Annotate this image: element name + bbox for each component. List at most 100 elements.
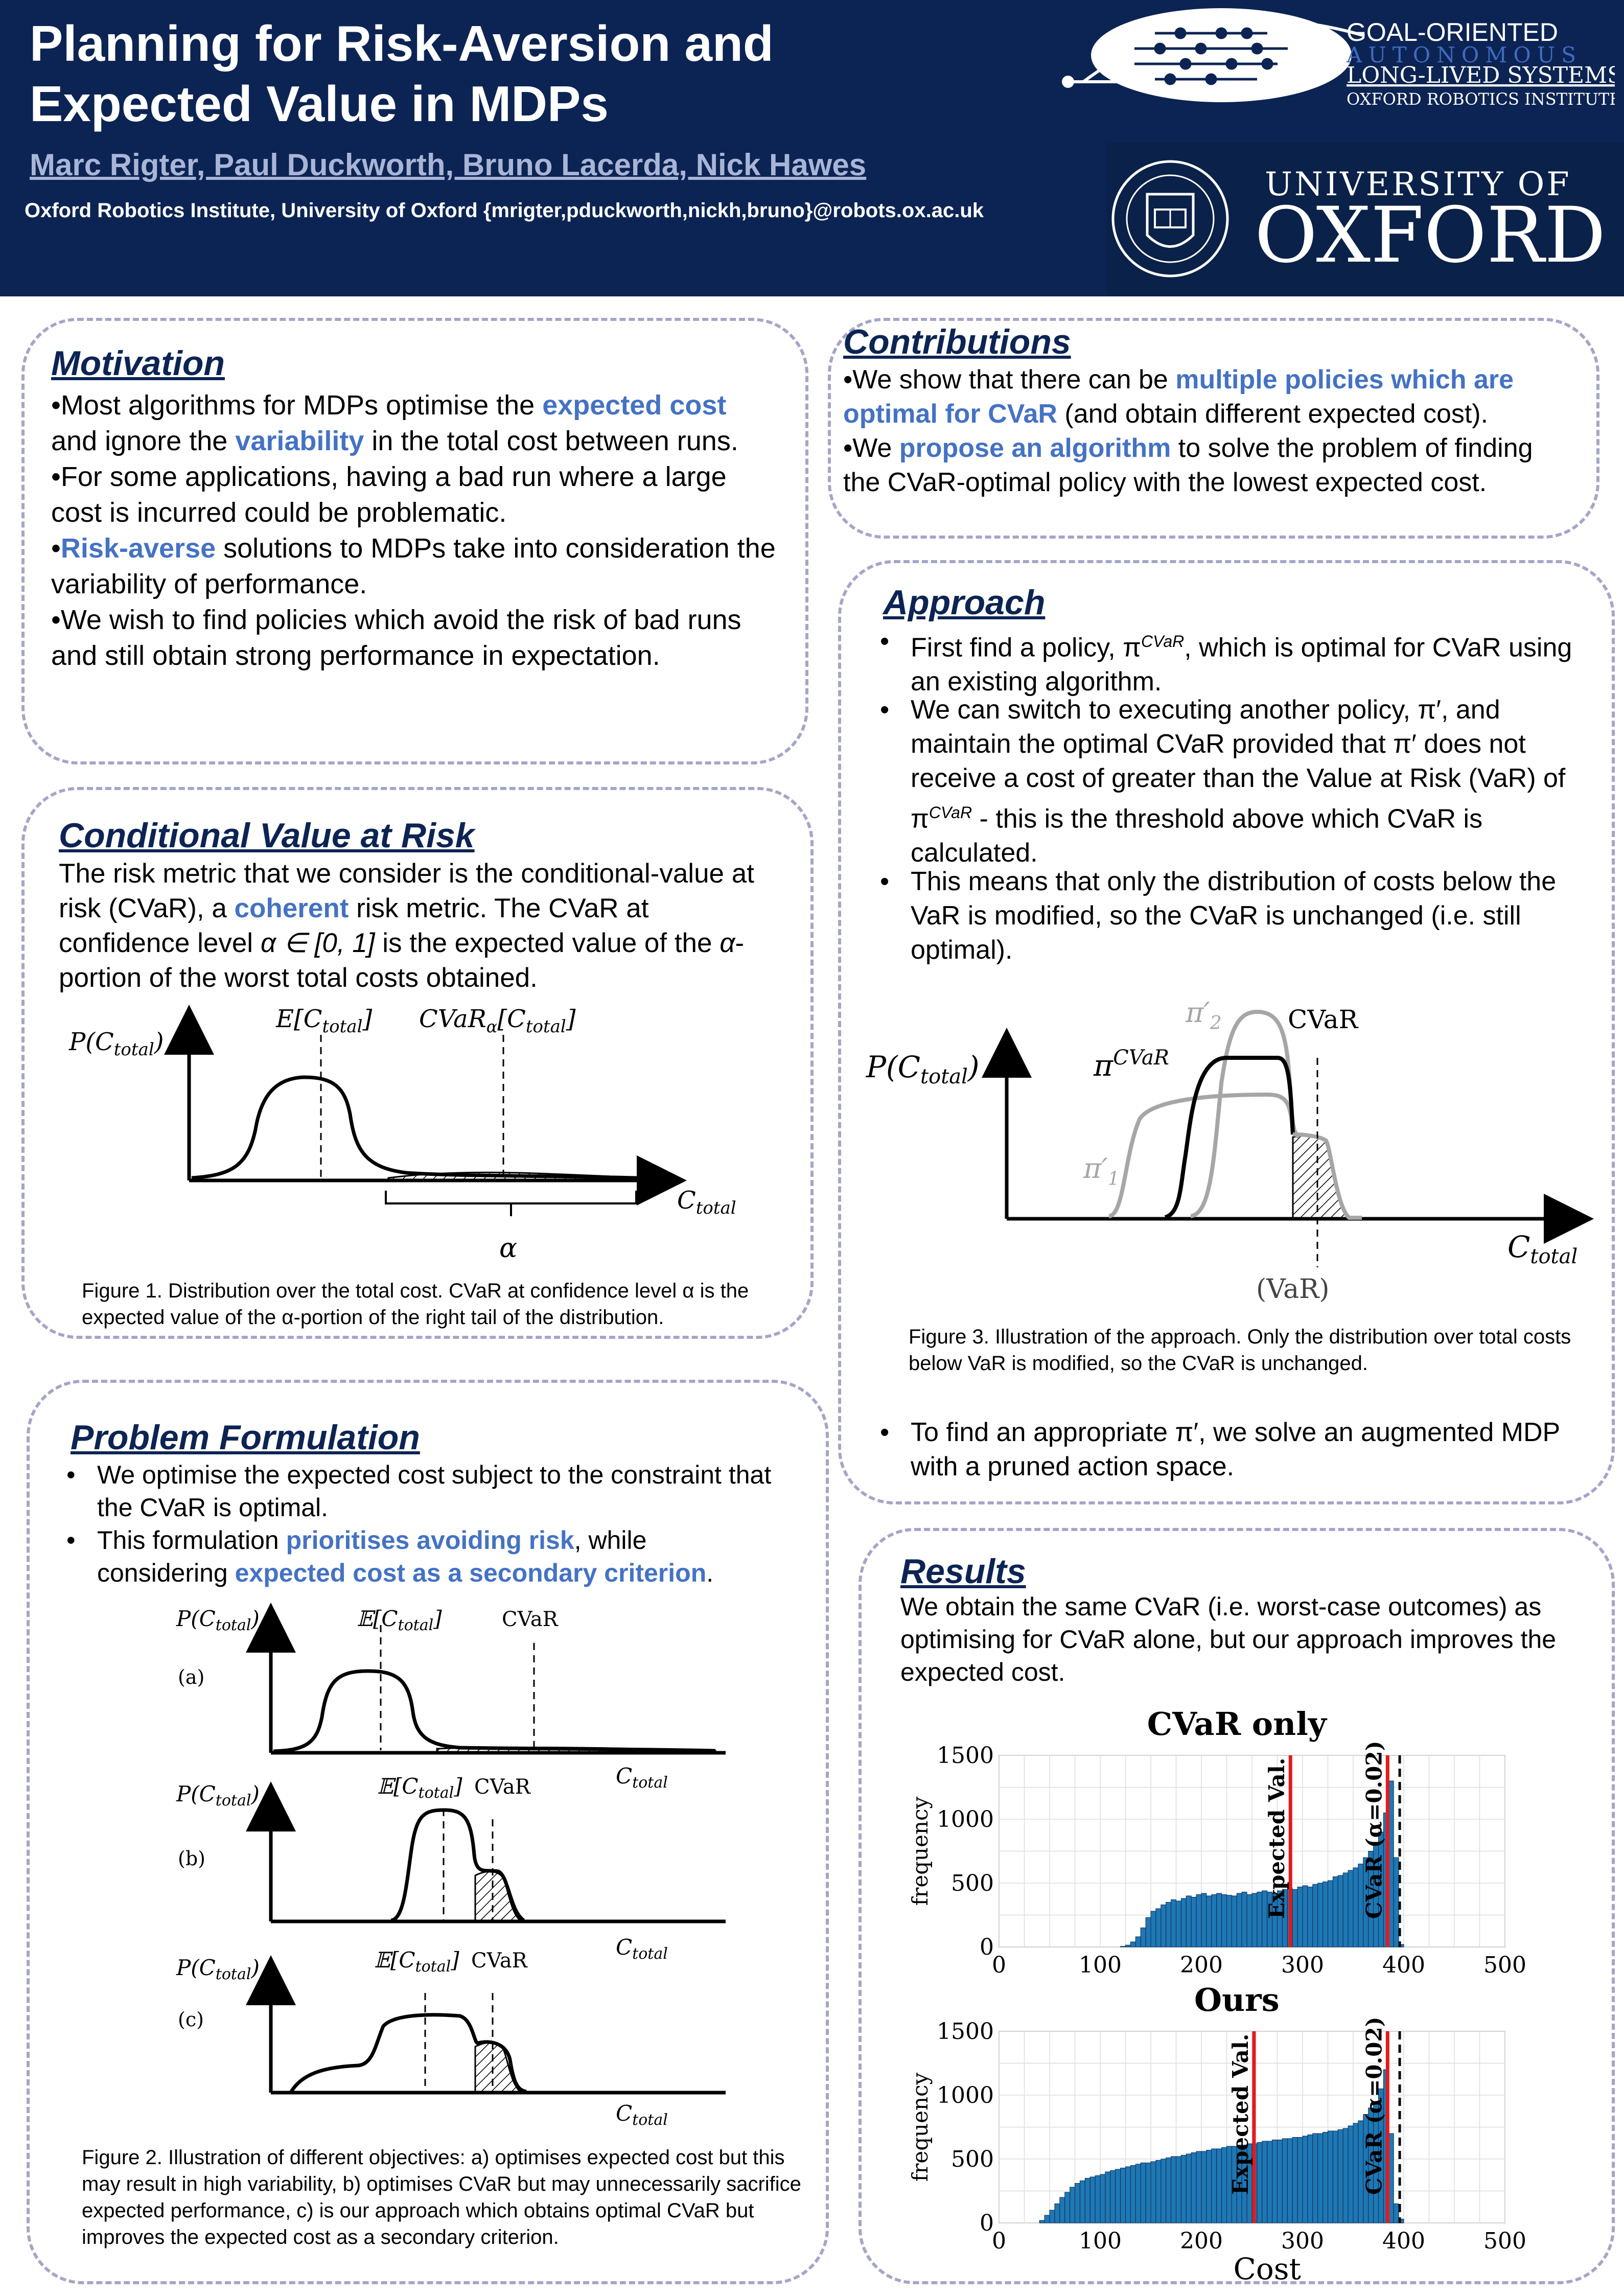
chart2-expected-label: Expected Val. [1228,2034,1253,2195]
fig2c-cvar-label: CVaR [471,1949,528,1973]
chart1-expected-label: Expected Val. [1264,1758,1289,1919]
chart1-bar [1135,1936,1141,1947]
chart1-bar [1393,1857,1399,1947]
chart2-xtick: 200 [1180,2228,1223,2254]
chart1-bar [1140,1928,1146,1947]
chart1-bar [1236,1893,1242,1947]
fig3-var-label: (VaR) [1256,1274,1330,1305]
chart1-bar [1317,1883,1324,1947]
chart2-bar [1307,2135,1313,2223]
chart2-bar [1332,2130,1338,2223]
chart2-bar [1323,2132,1328,2223]
chart1-bar [1191,1897,1197,1947]
fig1-expected-label: E[Ctotal] [275,1005,372,1037]
fig2-label-a: (a) [178,1666,204,1688]
contributions-bullet-2: •We propose an algorithm to solve the pr… [843,433,1533,497]
chart1-bar [1120,1946,1126,1947]
chart2-bar [1171,2156,1176,2223]
approach-heading: Approach [883,583,1046,622]
chart2-bar [1084,2178,1091,2223]
chart1-cvar-label: CVaR (α=0.02) [1361,1741,1386,1919]
chart1-bar [1257,1892,1263,1947]
chart2-bar [1054,2204,1060,2223]
motivation-body: •Most algorithms for MDPs optimise the e… [51,387,777,674]
chart2-bar [1257,2142,1263,2223]
chart2-bar [1176,2156,1181,2223]
chart1-bar [1302,1885,1308,1947]
chart2-bar [1287,2138,1293,2223]
fig2-label-c: (c) [178,2008,204,2031]
fig2b-cvar-label: CVaR [474,1775,531,1799]
poster-header: Planning for Risk-Aversion and Expected … [0,0,1624,296]
chart1-xtick: 300 [1281,1952,1324,1978]
chart2-bar [1145,2163,1151,2223]
chart2-bar [1075,2183,1080,2223]
fig2a-xlabel: Ctotal [616,1764,668,1792]
fig2b-xlabel: Ctotal [616,1935,668,1963]
chart1-bar [1171,1899,1176,1947]
chart2-bar [1262,2141,1268,2223]
fig3-pi2-label: π′2 [1185,996,1222,1034]
chart2-bar [1150,2161,1156,2223]
chart1-ylabel: frequency [908,1796,933,1906]
chart2-title: Ours [1194,1981,1280,2019]
motivation-heading: Motivation [51,344,225,383]
results-panel [859,1528,1615,2284]
chart2-bar [1348,2125,1354,2223]
chart1-ytick: 0 [980,1934,994,1960]
chart2-bar [1105,2171,1111,2223]
chart2-bar [1095,2175,1101,2223]
approach-bullet-3: • This means that only the distribution o… [880,867,1557,965]
chart2-ytick: 0 [980,2210,994,2236]
chart2-ytick: 1500 [937,2019,994,2045]
chart2-bar [1079,2181,1085,2223]
motivation-bullet-3: •Risk-averse solutions to MDPs take into… [51,533,776,599]
chart1-bar [1241,1892,1247,1947]
chart2-xtick: 300 [1281,2228,1324,2254]
fig3-ylabel: P(Ctotal) [866,1050,980,1088]
cvar-panel [21,787,814,1339]
chart1-xtick: 100 [1079,1952,1122,1978]
chart1-bar [1130,1941,1136,1947]
chart2-bar [1039,2220,1045,2223]
chart1-bar [1211,1894,1217,1947]
chart2-bar [1140,2163,1146,2223]
chart1-bar [1180,1898,1187,1947]
chart2-bar [1292,2137,1298,2223]
chart2-xlabel: Cost [1234,2252,1301,2286]
fig2c-xlabel: Ctotal [616,2101,668,2129]
chart1-bar [1328,1880,1333,1947]
chart1-bar [1201,1893,1207,1947]
goal-logo-line1: GOAL-ORIENTED [1347,18,1558,47]
figure-2-caption: Figure 2. Illustration of different obje… [82,2146,801,2248]
chart2-bar [1186,2153,1192,2223]
chart2-bar [1302,2136,1308,2223]
results-charts: Expected Val. CVaR (α=0.02) 0 100 200 300 400 5… [908,1705,1526,2286]
chart2-xtick: 0 [992,2228,1006,2254]
motivation-bullet-2: •For some applications, having a bad run… [51,461,727,528]
fig2c-ylabel: P(Ctotal) [176,1955,260,1983]
oxford-logo-line2: OXFORD [1255,191,1606,280]
fig2c-expected-label: 𝔼[Ctotal] [374,1947,459,1976]
chart2-bar [1115,2169,1121,2223]
chart2-bar [1211,2148,1217,2223]
chart2-bar [1221,2147,1227,2223]
chart2-ytick: 1000 [937,2082,994,2108]
chart1-bar [1216,1893,1222,1947]
chart2-xtick: 100 [1079,2228,1122,2254]
chart2-bar [1272,2140,1278,2223]
chart1-bar [1125,1944,1131,1947]
affiliation: Oxford Robotics Institute, University of… [25,199,984,222]
fig1-alpha-label: α [499,1233,517,1264]
chart2-ylabel: frequency [908,2072,933,2182]
chart2-bar [1191,2152,1197,2223]
chart1-bar [1292,1889,1298,1947]
problem-panel [27,1380,829,2284]
chart1-bar [1145,1917,1151,1947]
chart1-bar [1312,1884,1318,1947]
chart1-bar [1186,1895,1192,1947]
contributions-bullet-1: •We show that there can be multiple poli… [843,365,1514,429]
chart2-bar [1297,2137,1303,2223]
chart2-bar [1070,2187,1076,2223]
chart1-xtick: 400 [1382,1952,1425,1978]
